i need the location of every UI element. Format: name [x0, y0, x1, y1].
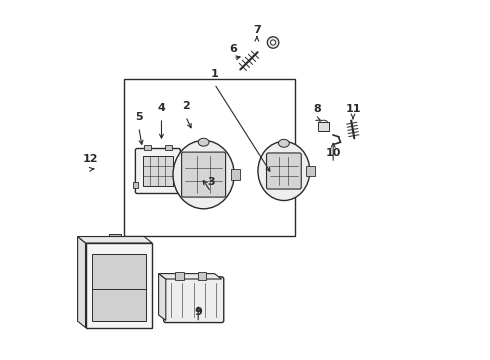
Bar	[133, 181, 138, 188]
Bar	[318, 122, 328, 131]
Bar	[92, 289, 146, 321]
Ellipse shape	[258, 141, 310, 201]
Bar	[306, 166, 315, 176]
Text: 12: 12	[83, 154, 98, 164]
Text: 4: 4	[158, 103, 166, 113]
Bar	[231, 169, 240, 180]
Text: 5: 5	[135, 112, 143, 122]
Polygon shape	[159, 274, 166, 320]
Text: 1: 1	[211, 69, 218, 79]
Bar	[144, 145, 151, 150]
Ellipse shape	[278, 139, 289, 147]
Bar	[175, 272, 184, 280]
Ellipse shape	[173, 140, 234, 209]
Text: 7: 7	[253, 24, 261, 35]
Bar	[165, 145, 172, 150]
FancyBboxPatch shape	[182, 152, 225, 197]
Ellipse shape	[198, 138, 209, 146]
Bar	[92, 254, 146, 289]
Text: 9: 9	[194, 307, 202, 318]
Circle shape	[270, 40, 276, 45]
FancyBboxPatch shape	[267, 153, 301, 189]
Text: 6: 6	[229, 44, 237, 54]
Polygon shape	[77, 237, 86, 328]
Text: 3: 3	[207, 177, 215, 187]
FancyBboxPatch shape	[135, 148, 180, 194]
Circle shape	[268, 37, 279, 48]
Polygon shape	[77, 237, 152, 243]
Bar	[86, 243, 152, 328]
FancyBboxPatch shape	[164, 277, 224, 323]
Bar	[143, 156, 173, 186]
Bar	[198, 272, 206, 280]
Bar	[124, 79, 295, 236]
Polygon shape	[159, 274, 221, 279]
Text: 2: 2	[182, 101, 190, 111]
Text: 10: 10	[325, 148, 341, 158]
Text: 11: 11	[345, 104, 361, 114]
Text: 8: 8	[313, 104, 321, 114]
Bar	[109, 234, 122, 242]
